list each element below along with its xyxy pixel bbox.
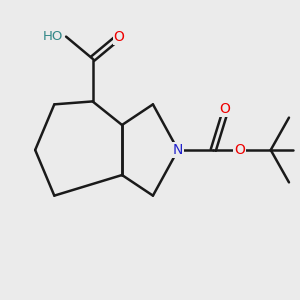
- Text: O: O: [234, 143, 245, 157]
- Text: HO: HO: [43, 30, 63, 43]
- Text: O: O: [220, 102, 230, 116]
- Text: O: O: [114, 30, 124, 44]
- Text: N: N: [173, 143, 183, 157]
